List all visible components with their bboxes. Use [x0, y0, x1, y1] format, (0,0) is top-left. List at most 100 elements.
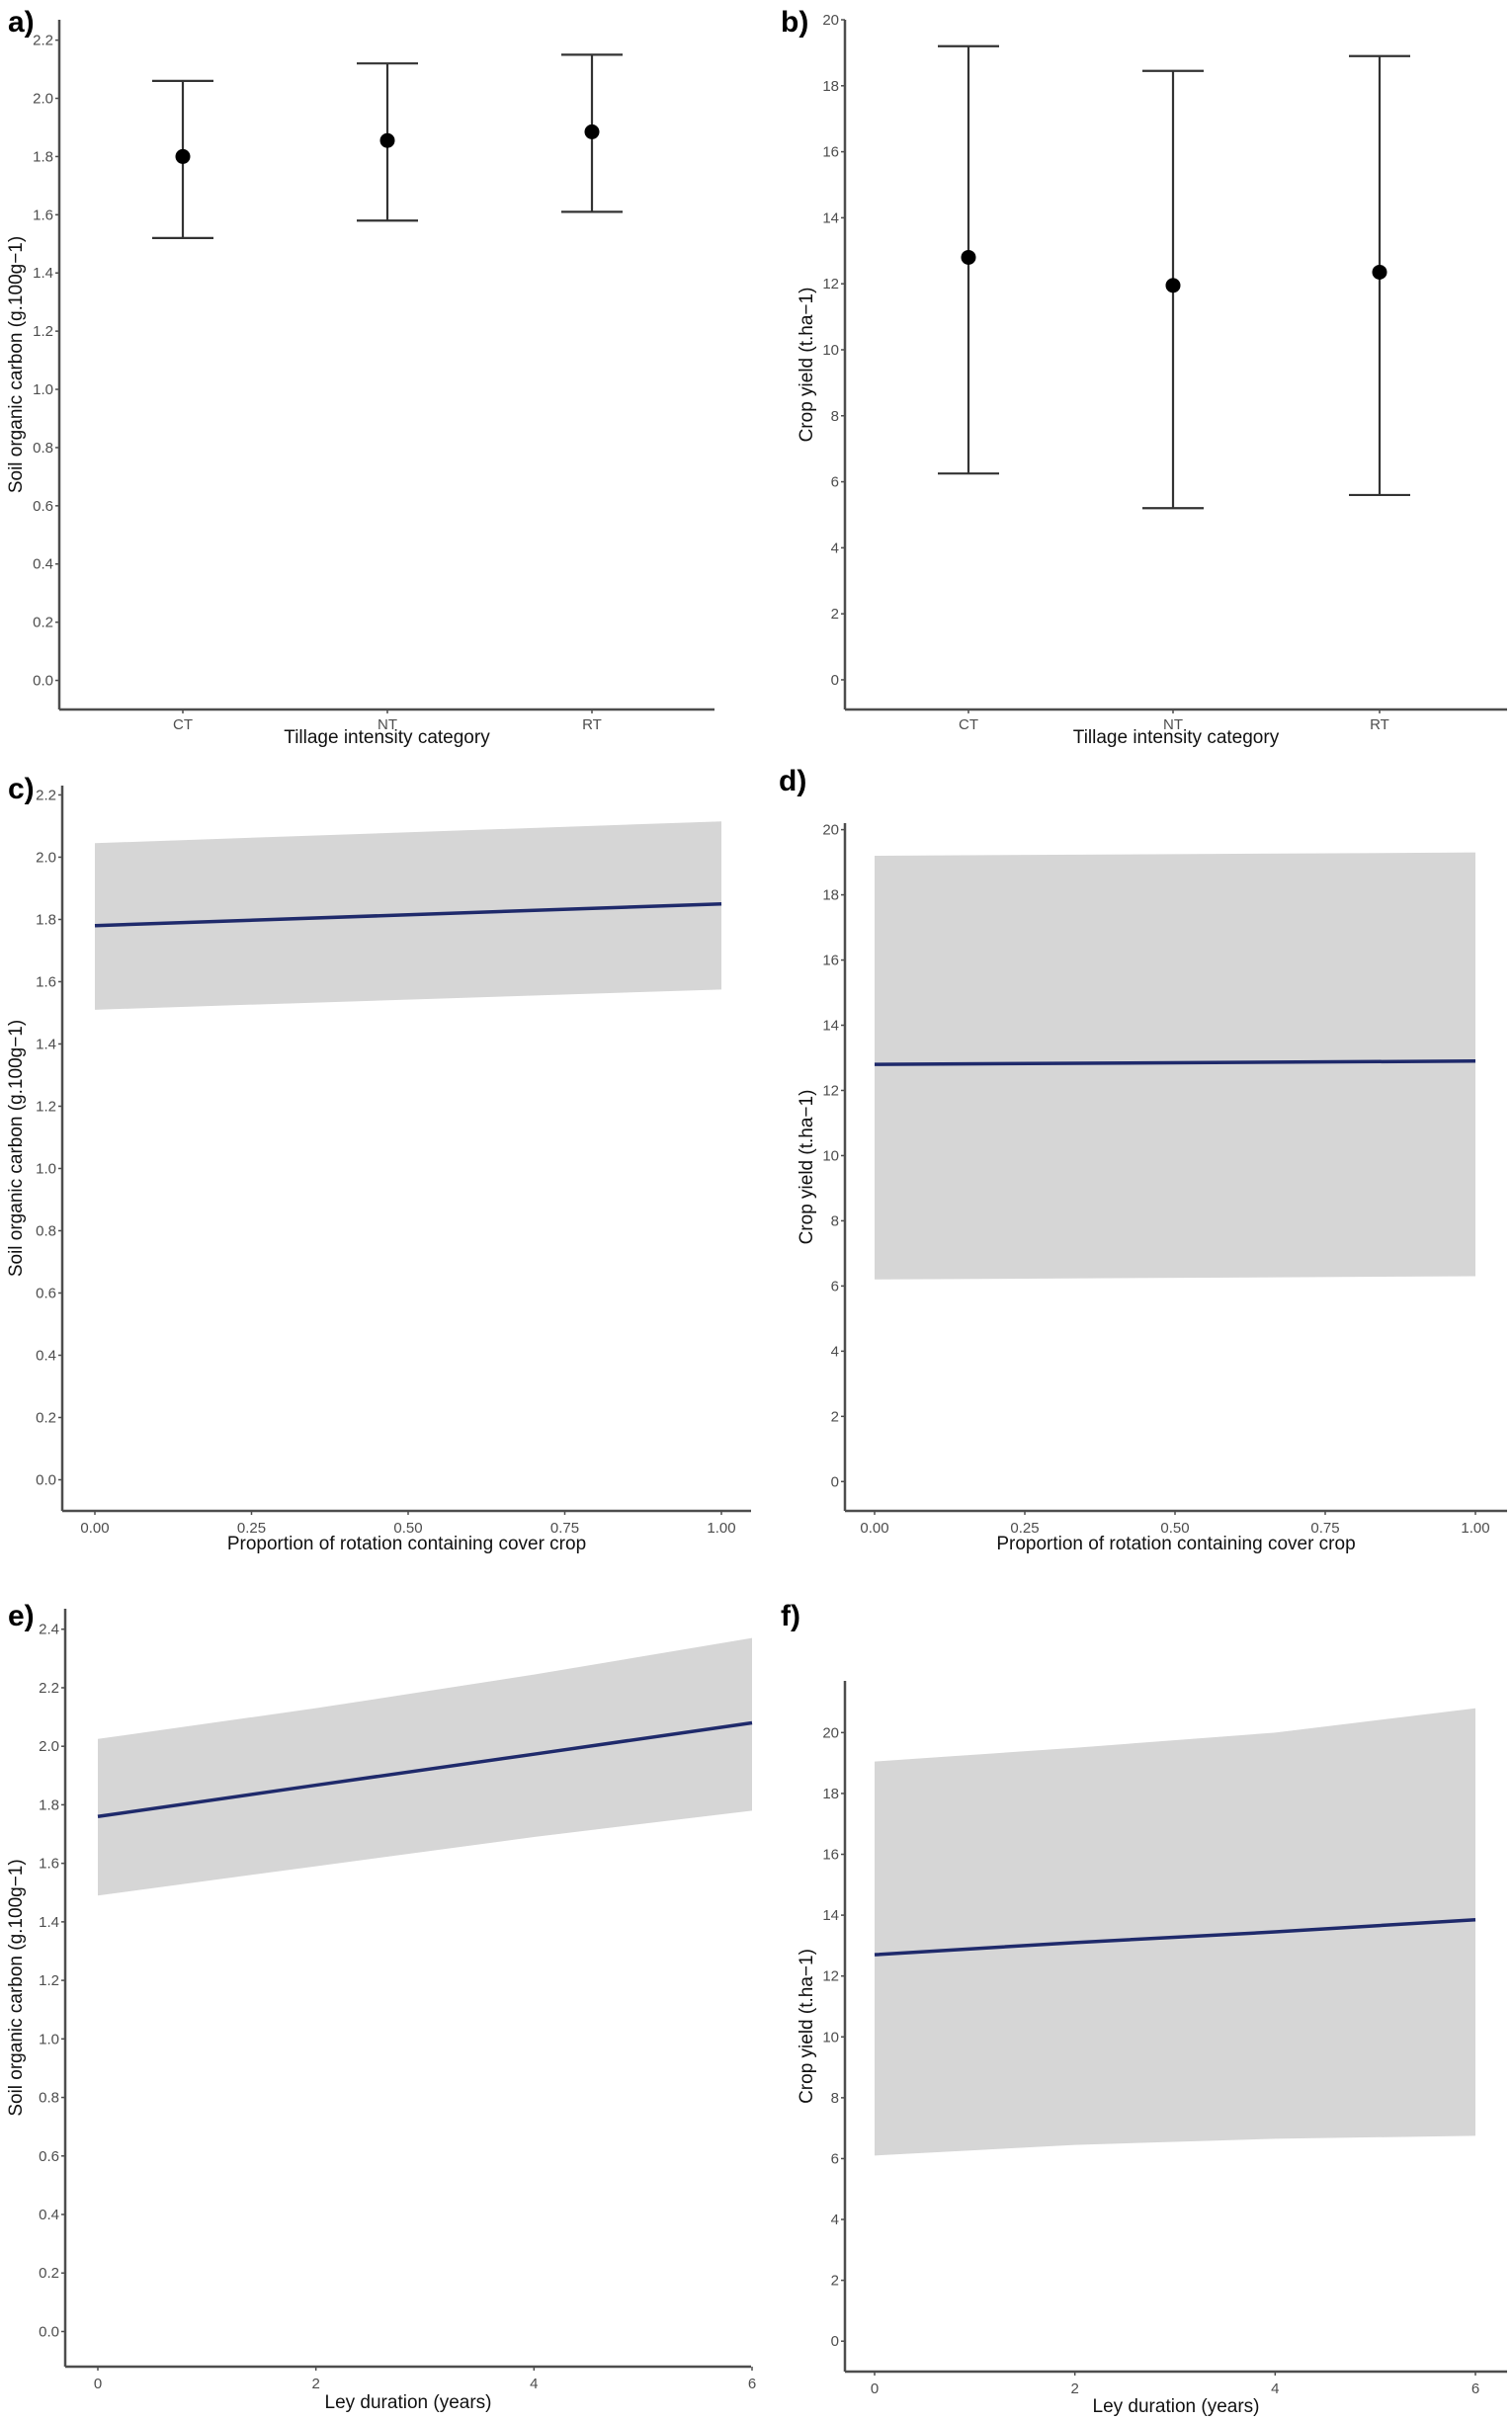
y-tick-label: 2.0: [39, 1738, 59, 1755]
panel-d-yield-by-cover-crop: d) 0 2 4 6 8 10 12 14 16 18 20 0.00 0.25 0.50 0.75 1.00 P…: [779, 765, 1507, 1554]
y-tick-label: 6: [831, 474, 839, 491]
y-tick-label: 0.8: [39, 2090, 59, 2107]
y-tick-label: 1.2: [39, 1972, 59, 1989]
y-tick-label: 16: [822, 144, 839, 161]
confidence-ribbon: [98, 1637, 752, 1896]
y-tick-label: 0.0: [36, 1471, 56, 1488]
y-tick-label: 0.2: [33, 615, 53, 631]
mean-point-nt: [1165, 278, 1181, 293]
y-tick-label: 0.2: [39, 2265, 59, 2282]
y-tick-label: 1.4: [36, 1036, 56, 1052]
y-tick-label: 0.0: [39, 2323, 59, 2340]
y-tick-label: 0.8: [36, 1222, 56, 1239]
y-axis-title: Crop yield (t.ha−1): [797, 1949, 817, 2104]
y-tick-label: 6: [831, 1278, 839, 1294]
panel-label: f): [781, 1600, 800, 1632]
y-tick-label: 20: [822, 12, 839, 29]
y-tick-label: 18: [822, 887, 839, 904]
confidence-ribbon: [875, 852, 1475, 1280]
y-tick-label: 0.4: [39, 2207, 59, 2223]
x-axis-title: Proportion of rotation containing cover …: [227, 1534, 586, 1554]
y-tick-label: 2.2: [39, 1680, 59, 1697]
y-tick-label: 12: [822, 1082, 839, 1099]
y-axis-title: Soil organic carbon (g.100g−1): [6, 236, 27, 493]
x-tick-label: 0: [871, 2380, 879, 2397]
y-tick-label: 14: [822, 209, 839, 226]
y-tick-label: 0.2: [36, 1409, 56, 1426]
y-tick-label: 16: [822, 953, 839, 969]
y-tick-label: 1.8: [39, 1796, 59, 1813]
y-tick-label: 10: [822, 2029, 839, 2045]
y-tick-label: 8: [831, 408, 839, 425]
y-tick-label: 1.6: [39, 1856, 59, 1873]
x-tick-label: CT: [173, 716, 193, 733]
x-tick-label: 0.00: [80, 1520, 109, 1537]
x-tick-label: 0.00: [860, 1520, 888, 1537]
y-tick-label: 10: [822, 1147, 839, 1164]
y-tick-label: 2: [831, 606, 839, 623]
panel-f-yield-by-ley-duration: f) 0 2 4 6 8 10 12 14 16 18 20 0 2 4 6 Ley duration (yea…: [781, 1600, 1507, 2417]
y-tick-label: 1.8: [33, 148, 53, 165]
y-tick-label: 2.0: [36, 849, 56, 866]
mean-point-rt: [584, 124, 600, 139]
y-tick-label: 6: [831, 2150, 839, 2167]
y-tick-label: 4: [831, 2212, 839, 2228]
mean-point-nt: [379, 132, 395, 148]
x-tick-label: 6: [1471, 2380, 1479, 2397]
panel-b-yield-by-tillage: b) 0 2 4 6 8 10 12 14 16 18 20 CT NT RT Tillage intensi…: [781, 6, 1507, 748]
fit-line: [874, 1059, 1476, 1066]
y-tick-label: 0: [831, 1473, 839, 1490]
panel-label: b): [781, 6, 808, 39]
x-axis-title: Proportion of rotation containing cover …: [996, 1534, 1355, 1554]
y-axis-title: Crop yield (t.ha−1): [797, 1090, 817, 1245]
y-axis-title: Crop yield (t.ha−1): [797, 288, 817, 443]
panel-label: d): [779, 765, 806, 797]
y-tick-label: 1.4: [39, 1914, 59, 1931]
mean-point-ct: [175, 148, 191, 164]
y-tick-label: 2.2: [33, 33, 53, 49]
y-tick-label: 1.2: [33, 323, 53, 340]
x-tick-label: 0.25: [237, 1520, 266, 1537]
y-tick-label: 18: [822, 78, 839, 95]
y-tick-label: 8: [831, 2090, 839, 2107]
mean-point-rt: [1372, 264, 1387, 280]
x-tick-label: 0.75: [550, 1520, 579, 1537]
x-tick-label: 0: [94, 2376, 102, 2392]
y-tick-label: 1.0: [36, 1160, 56, 1177]
y-tick-label: 18: [822, 1786, 839, 1802]
x-tick-label: 0.50: [393, 1520, 422, 1537]
y-tick-label: 4: [831, 540, 839, 556]
y-tick-label: 0.6: [36, 1285, 56, 1301]
y-tick-label: 1.4: [33, 265, 53, 282]
panel-c-soc-by-cover-crop: c) 0.0 0.2 0.4 0.6 0.8 1.0 1.2 1.4 1.6 1.8 2.0 2.2 0.…: [6, 773, 751, 1554]
x-tick-label: CT: [959, 716, 978, 733]
x-tick-label: 1.00: [707, 1520, 735, 1537]
y-tick-label: 4: [831, 1343, 839, 1360]
y-tick-label: 12: [822, 1968, 839, 1985]
x-tick-label: NT: [378, 716, 397, 733]
y-tick-label: 10: [822, 342, 839, 359]
y-tick-label: 0.8: [33, 440, 53, 457]
panel-e-soc-by-ley-duration: e) 0.0 0.2 0.4 0.6 0.8 1.0 1.2 1.4 1.6 1.8 2.0 2.2 2.…: [6, 1600, 756, 2413]
y-tick-label: 0.6: [39, 2148, 59, 2165]
y-tick-label: 8: [831, 1212, 839, 1229]
y-tick-label: 2.4: [39, 1622, 59, 1638]
panel-a-soc-by-tillage: a) 0.0 0.2 0.4 0.6 0.8 1.0 1.2 1.4 1.6 1.8 2.0 2.2 CT…: [6, 6, 714, 748]
y-tick-label: 2.0: [33, 91, 53, 108]
x-tick-label: 2: [311, 2376, 319, 2392]
x-tick-label: 0.25: [1010, 1520, 1039, 1537]
x-tick-label: 0.75: [1310, 1520, 1339, 1537]
fit-line: [97, 1720, 753, 1818]
x-tick-label: NT: [1163, 716, 1183, 733]
x-tick-label: 2: [1070, 2380, 1078, 2397]
fit-line: [94, 901, 722, 928]
y-tick-label: 12: [822, 276, 839, 292]
y-tick-label: 1.8: [36, 911, 56, 928]
y-tick-label: 0.6: [33, 498, 53, 515]
x-axis-title: Tillage intensity category: [1073, 727, 1280, 748]
y-axis-title: Soil organic carbon (g.100g−1): [6, 1859, 27, 2116]
x-axis-title: Ley duration (years): [1093, 2396, 1260, 2417]
y-tick-label: 20: [822, 1724, 839, 1741]
panel-label: e): [8, 1600, 35, 1632]
y-tick-label: 0: [831, 672, 839, 689]
